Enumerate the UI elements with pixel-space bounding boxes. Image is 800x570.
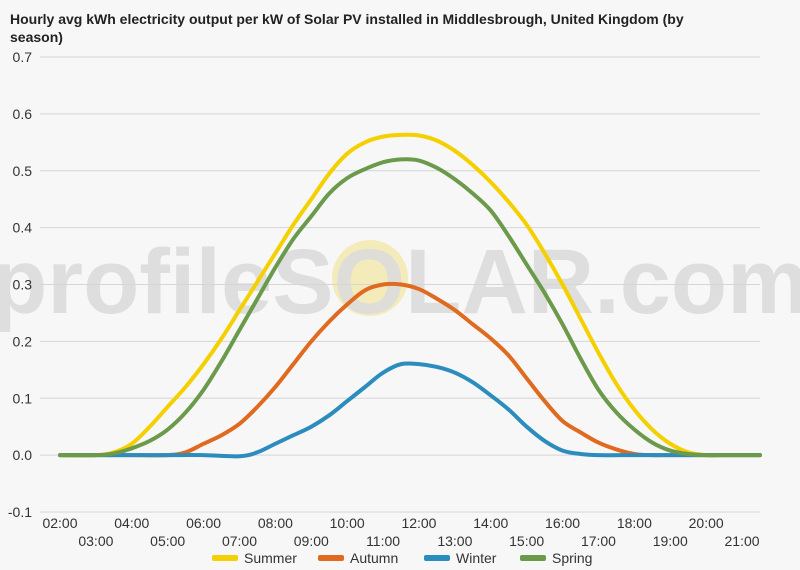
x-tick-label: 14:00 bbox=[473, 515, 508, 531]
legend-label-spring: Spring bbox=[552, 550, 592, 566]
series-line-summer bbox=[58, 132, 762, 458]
x-tick-label: 02:00 bbox=[42, 515, 77, 531]
x-tick-label: 07:00 bbox=[222, 533, 257, 549]
x-tick-label: 16:00 bbox=[545, 515, 580, 531]
legend-swatch-spring bbox=[520, 555, 546, 561]
chart-title: Hourly avg kWh electricity output per kW… bbox=[10, 11, 684, 45]
y-tick-label: 0.6 bbox=[13, 106, 33, 122]
legend-swatch-summer bbox=[212, 555, 238, 561]
y-tick-label: 0.4 bbox=[13, 220, 33, 236]
x-tick-label: 09:00 bbox=[294, 533, 329, 549]
x-tick-label: 18:00 bbox=[617, 515, 652, 531]
y-tick-label: 0.2 bbox=[13, 333, 33, 349]
x-tick-label: 11:00 bbox=[366, 533, 400, 549]
x-tick-label: 03:00 bbox=[78, 533, 113, 549]
x-tick-label: 19:00 bbox=[653, 533, 688, 549]
series-line-winter bbox=[58, 361, 762, 459]
x-tick-label: 15:00 bbox=[509, 533, 544, 549]
x-tick-label: 20:00 bbox=[689, 515, 724, 531]
x-tick-label: 12:00 bbox=[401, 515, 436, 531]
x-tick-label: 21:00 bbox=[725, 533, 760, 549]
legend-label-summer: Summer bbox=[244, 550, 297, 566]
x-tick-label: 08:00 bbox=[258, 515, 293, 531]
legend-label-winter: Winter bbox=[456, 550, 497, 566]
legend-swatch-winter bbox=[424, 555, 450, 561]
watermark-sun bbox=[332, 240, 408, 316]
x-tick-label: 10:00 bbox=[330, 515, 365, 531]
x-tick-label: 13:00 bbox=[437, 533, 472, 549]
x-tick-label: 05:00 bbox=[150, 533, 185, 549]
legend-swatch-autumn bbox=[318, 555, 344, 561]
y-tick-label: 0.7 bbox=[13, 49, 33, 65]
x-tick-label: 06:00 bbox=[186, 515, 221, 531]
series-line-spring bbox=[58, 157, 762, 458]
legend-label-autumn: Autumn bbox=[350, 550, 398, 566]
y-tick-label: -0.1 bbox=[8, 504, 32, 520]
y-tick-label: 0.0 bbox=[13, 447, 33, 463]
x-tick-label: 17:00 bbox=[581, 533, 616, 549]
y-tick-label: 0.3 bbox=[13, 277, 33, 293]
series-line-autumn bbox=[58, 281, 762, 458]
x-tick-label: 04:00 bbox=[114, 515, 149, 531]
watermark-text: profileSOLAR.com bbox=[0, 231, 800, 333]
y-tick-label: 0.5 bbox=[13, 163, 33, 179]
y-tick-label: 0.1 bbox=[13, 390, 33, 406]
